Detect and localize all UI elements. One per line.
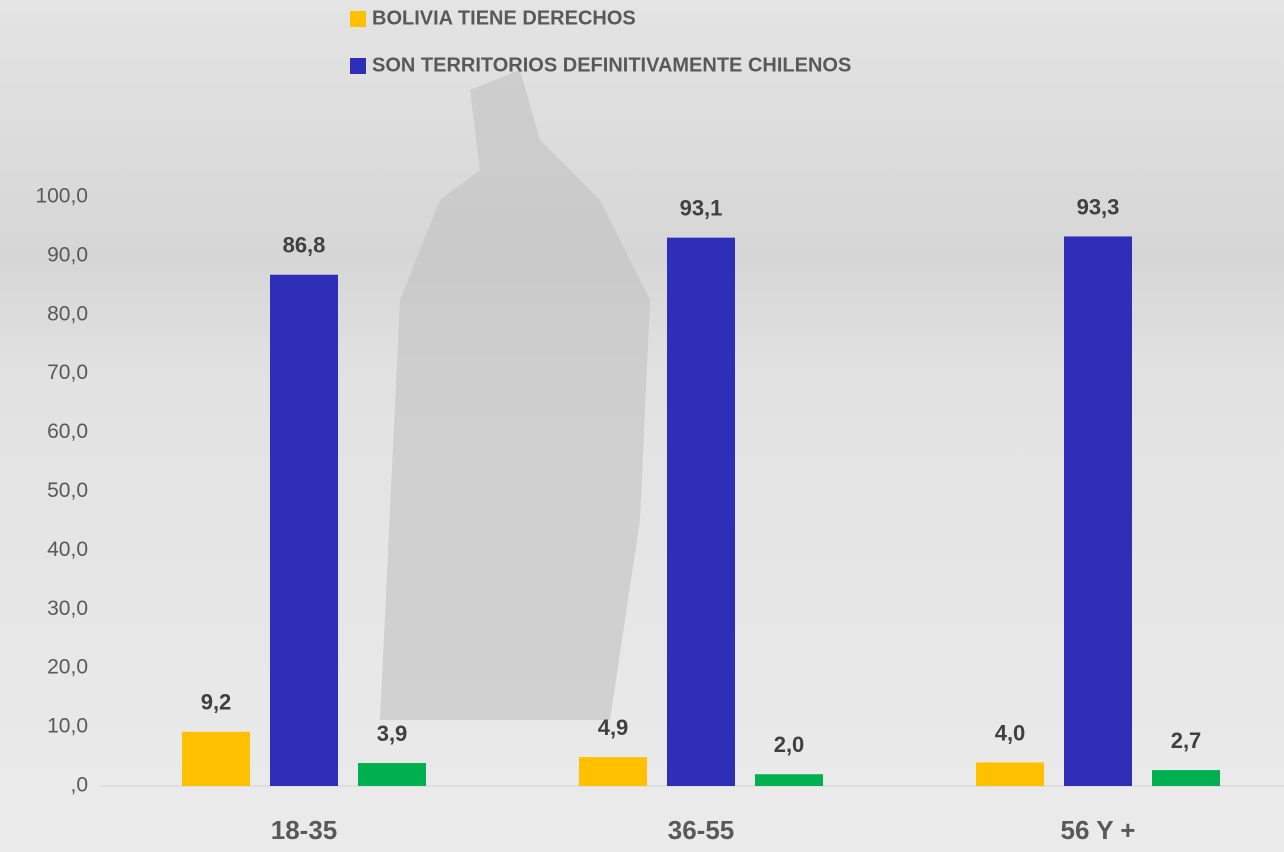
y-tick-label: 90,0 [47, 243, 88, 266]
bar [1064, 236, 1132, 786]
value-label: 2,7 [1171, 728, 1202, 753]
bar [579, 757, 647, 786]
y-tick-label: 60,0 [47, 420, 88, 443]
value-label: 4,9 [598, 715, 629, 740]
bar [976, 762, 1044, 786]
legend-label: BOLIVIA TIENE DERECHOS [372, 7, 636, 29]
y-tick-label: 80,0 [47, 302, 88, 325]
legend-label: SON TERRITORIOS DEFINITIVAMENTE CHILENOS [372, 54, 851, 76]
x-tick-label: 36-55 [668, 815, 735, 845]
bar [270, 275, 338, 786]
bar [1152, 770, 1220, 786]
bar [358, 763, 426, 786]
bar [182, 732, 250, 786]
y-tick-label: 70,0 [47, 361, 88, 384]
value-label: 93,3 [1077, 194, 1120, 219]
y-tick-label: 10,0 [47, 715, 88, 738]
value-label: 86,8 [283, 233, 326, 258]
y-tick-label: 30,0 [47, 597, 88, 620]
legend-swatch [350, 58, 366, 74]
value-label: 93,1 [680, 195, 723, 220]
y-tick-label: 20,0 [47, 656, 88, 679]
y-tick-label: 100,0 [35, 185, 88, 208]
x-tick-label: 56 Y + [1061, 815, 1136, 845]
y-tick-label: ,0 [70, 774, 88, 797]
x-tick-label: 18-35 [271, 815, 338, 845]
legend-swatch [350, 11, 366, 27]
value-label: 4,0 [995, 720, 1026, 745]
y-tick-label: 50,0 [47, 479, 88, 502]
chart: ,0 10,0 20,0 30,0 40,0 50,0 60,0 70,0 80,0 90,0 10… [0, 0, 1284, 852]
value-label: 3,9 [377, 721, 408, 746]
value-label: 9,2 [201, 690, 232, 715]
bar [667, 238, 735, 786]
y-tick-label: 40,0 [47, 538, 88, 561]
value-label: 2,0 [774, 732, 805, 757]
bar [755, 774, 823, 786]
